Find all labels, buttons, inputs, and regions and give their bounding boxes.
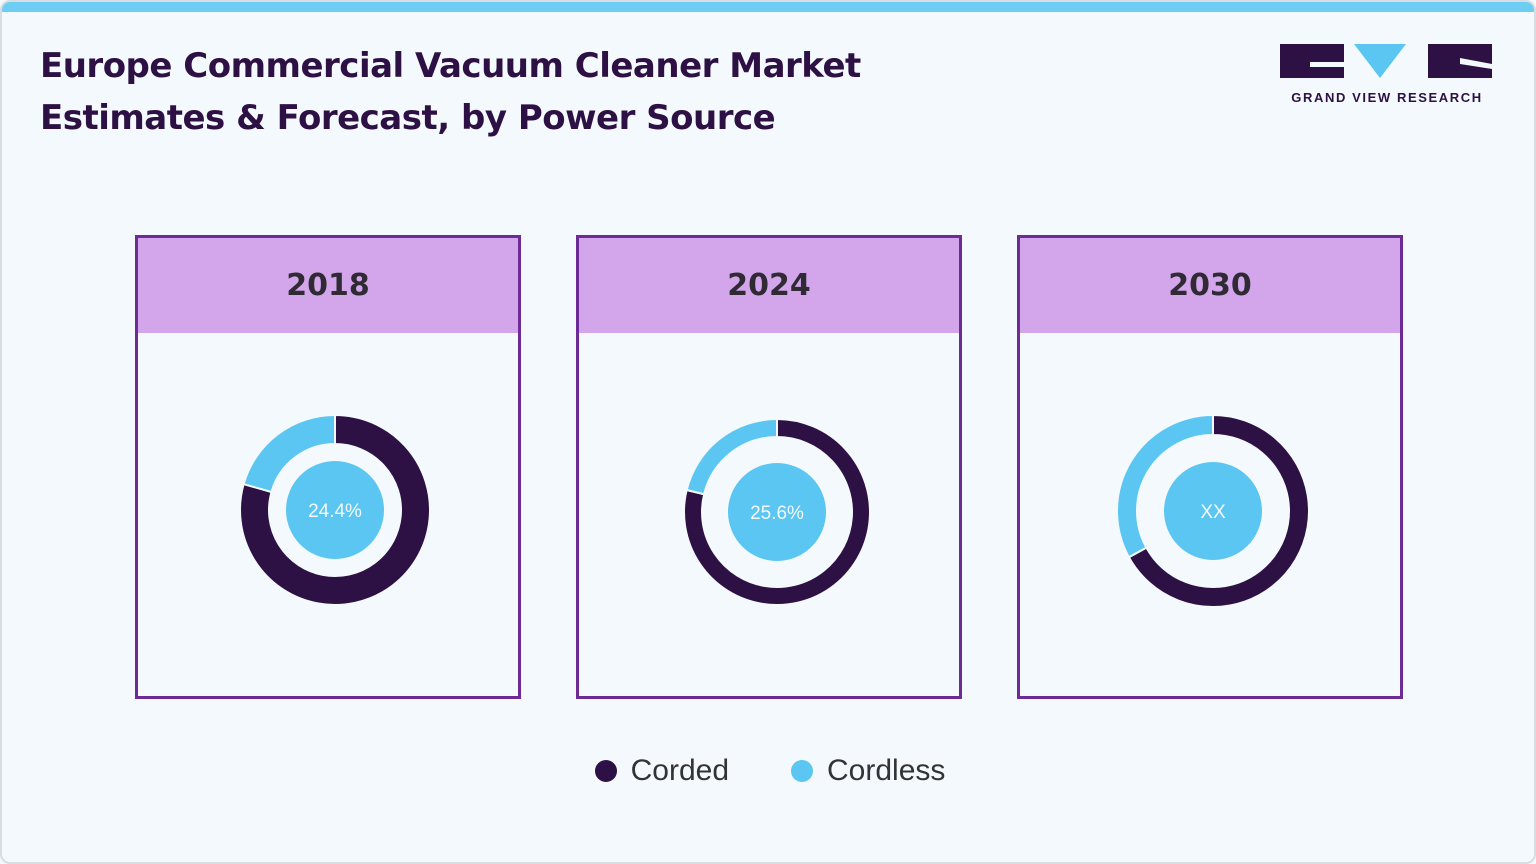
panel-2030: 2030 XX — [1017, 235, 1403, 699]
panel-year-label: 2018 — [138, 238, 518, 333]
gvr-logo-text: GRAND VIEW RESEARCH — [1291, 90, 1483, 105]
donut-2030: XX — [1116, 413, 1310, 608]
donut-center-circle — [728, 463, 826, 561]
donut-center-circle — [1164, 462, 1262, 560]
legend-label-cordless: Cordless — [827, 754, 946, 787]
donut-2024: 25.6% — [683, 417, 871, 606]
donut-slice-cordless — [685, 417, 778, 496]
donut-center-circle — [286, 461, 384, 559]
legend: Corded Cordless — [2, 754, 1534, 788]
top-accent-bar — [2, 2, 1534, 12]
donut-2018: 24.4% — [239, 413, 431, 606]
gvr-logo — [1280, 44, 1492, 78]
donut-center-label: 25.6% — [750, 503, 804, 524]
donut-center-label: XX — [1200, 502, 1226, 523]
chart-title-line-1: Europe Commercial Vacuum Cleaner Market — [40, 46, 861, 86]
panel-2018: 2018 24.4% — [135, 235, 521, 699]
donut-center-label: 24.4% — [308, 501, 362, 522]
donut-slice-corded — [239, 413, 431, 606]
legend-item-cordless: Cordless — [791, 754, 945, 788]
donut-slice-cordless — [242, 413, 336, 494]
legend-item-corded: Corded — [594, 754, 730, 788]
legend-swatch-corded — [594, 760, 617, 782]
donut-slice-cordless — [1116, 413, 1214, 559]
panel-2024: 2024 25.6% — [576, 235, 962, 699]
donut-slice-corded — [1127, 413, 1310, 608]
donut-slice-corded — [683, 417, 871, 606]
panel-year-label: 2030 — [1020, 238, 1400, 333]
legend-swatch-cordless — [791, 760, 814, 782]
chart-title: Europe Commercial Vacuum Cleaner Market … — [40, 40, 861, 144]
chart-title-line-2: Estimates & Forecast, by Power Source — [40, 98, 776, 138]
panel-year-label: 2024 — [579, 238, 959, 333]
legend-label-corded: Corded — [630, 754, 730, 787]
